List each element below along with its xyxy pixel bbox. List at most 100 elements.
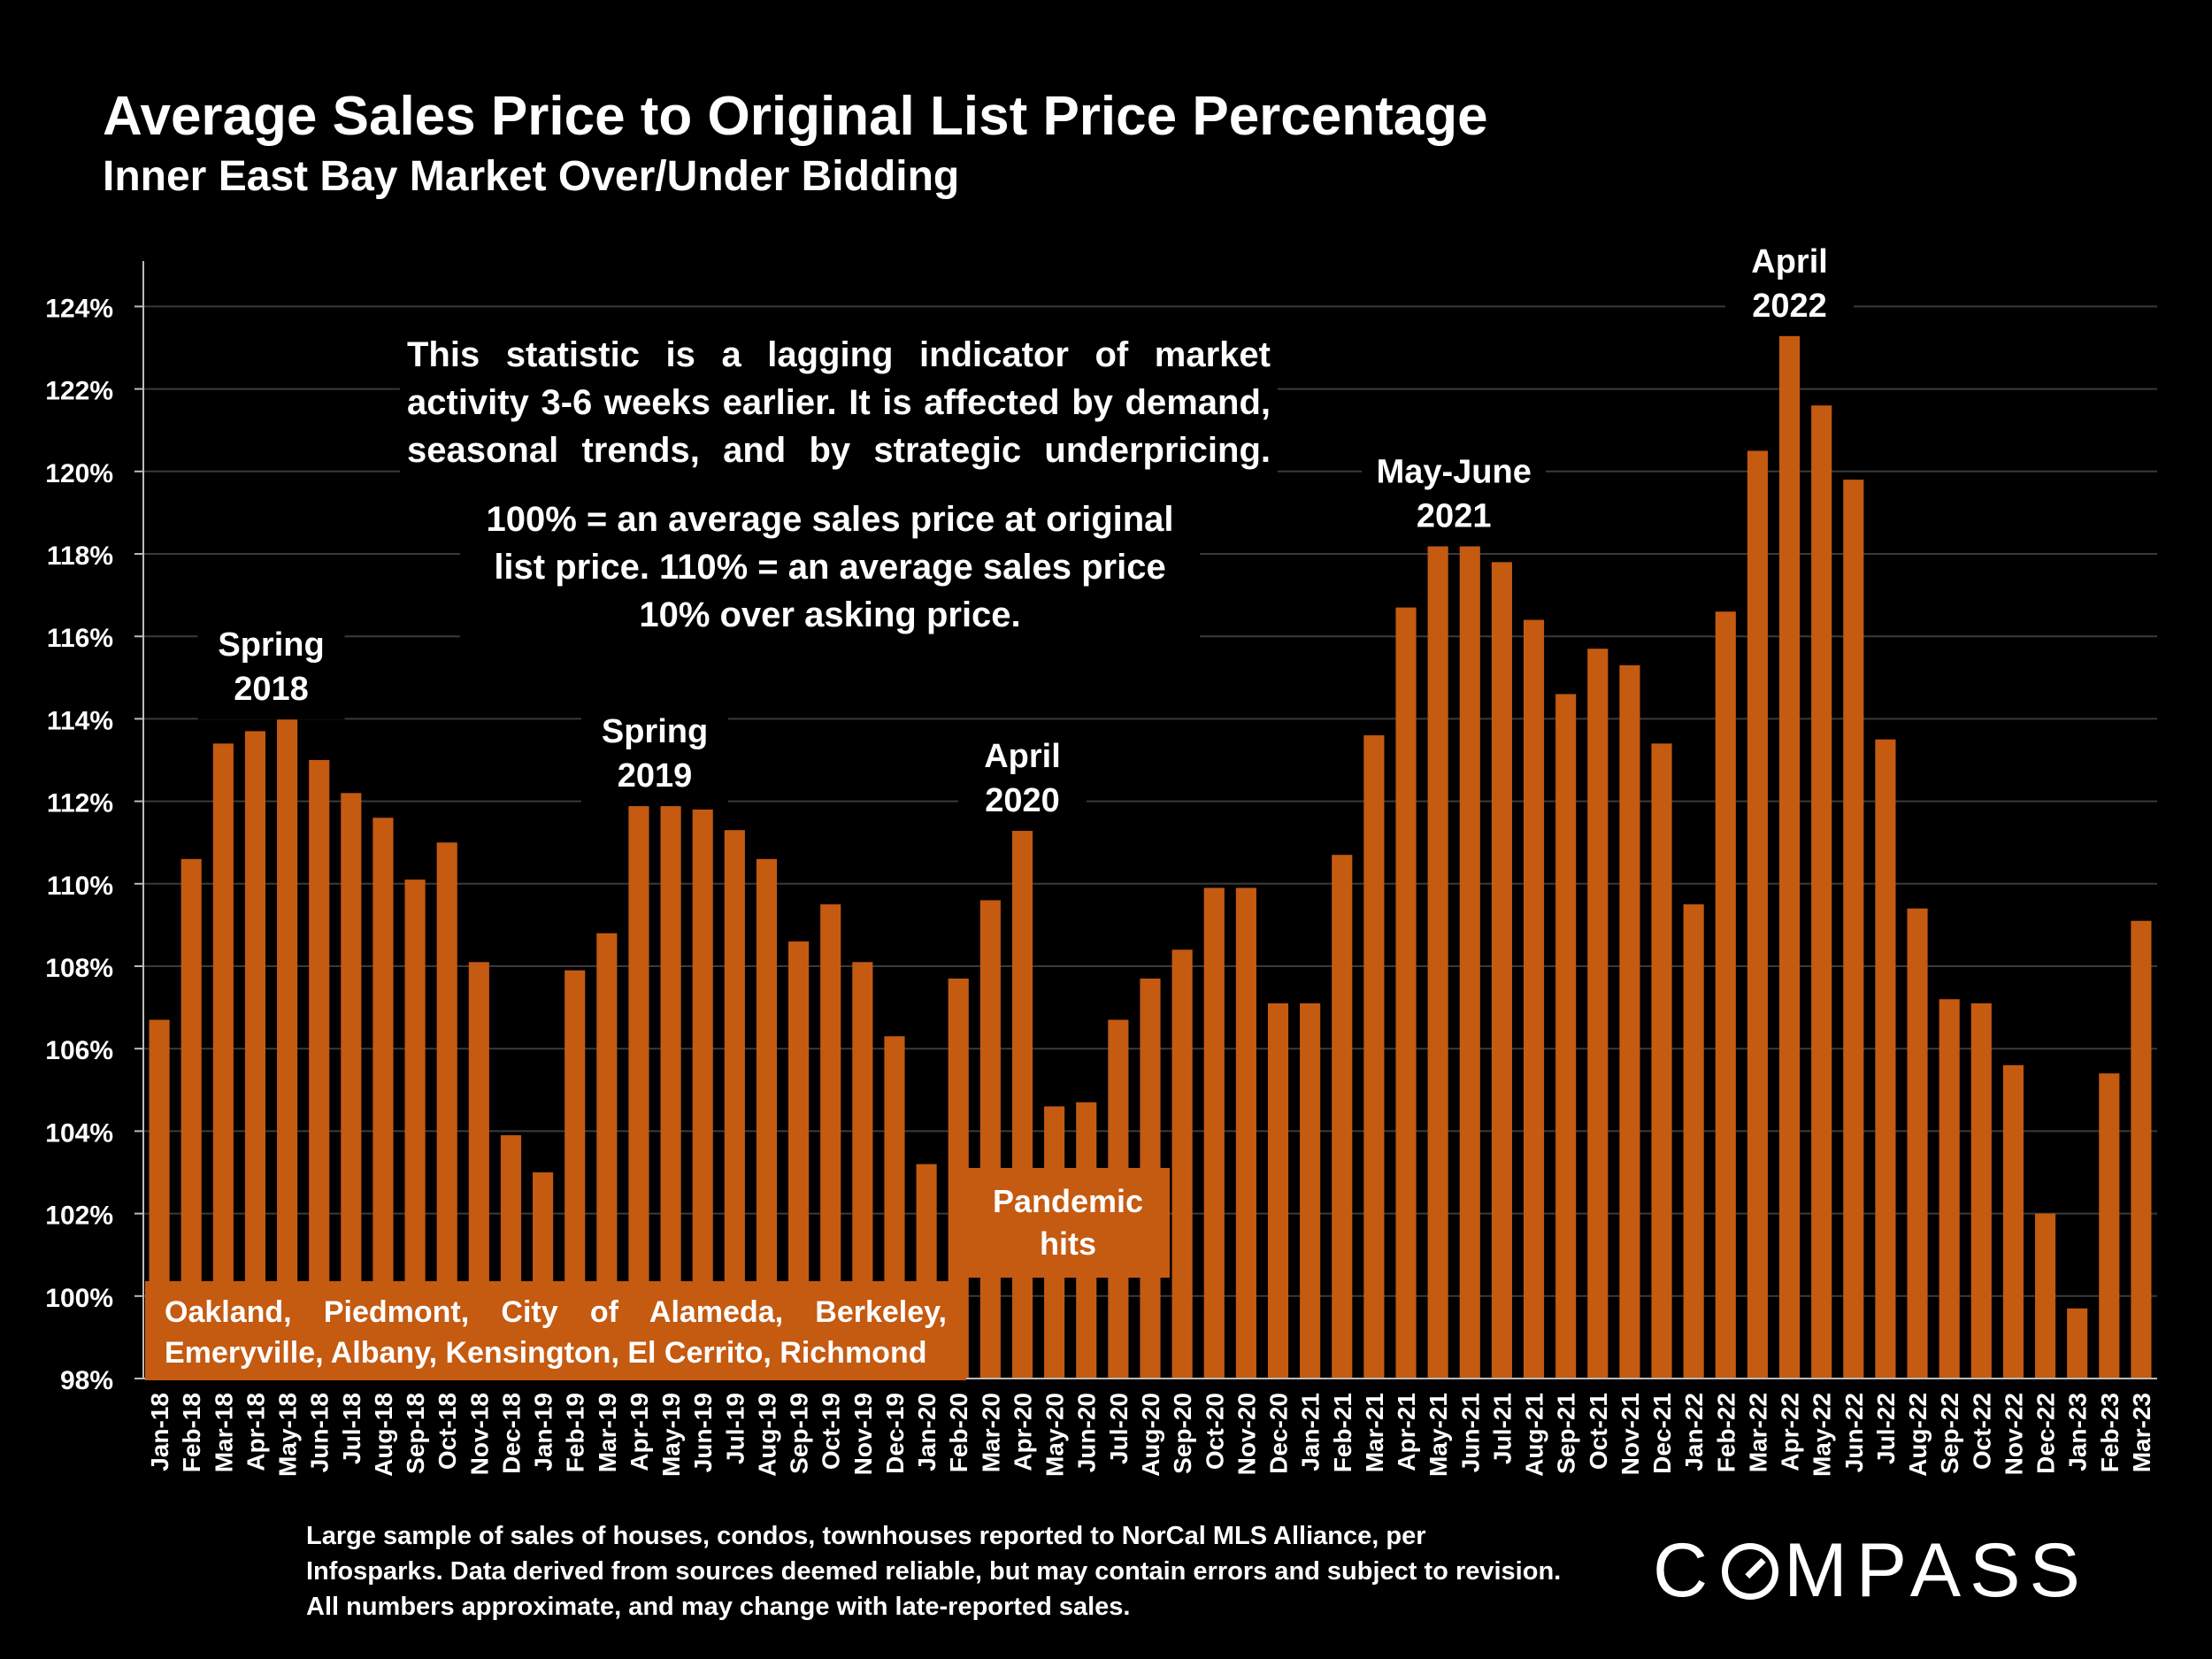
y-tick-label: 116%	[47, 624, 113, 653]
bar	[1332, 855, 1353, 1379]
y-tick-label: 108%	[45, 954, 113, 983]
x-tick-label: Nov-22	[2000, 1393, 2027, 1475]
lagging-indicator-note: This statistic is a lagging indicator of…	[400, 327, 1278, 478]
chart-subtitle: Inner East Bay Market Over/Under Bidding	[103, 153, 960, 200]
x-tick-label: Oct-18	[434, 1393, 461, 1470]
y-tick-label: 112%	[47, 789, 113, 818]
annotation-background	[957, 728, 1087, 832]
x-tick-label: Sep-22	[1936, 1393, 1963, 1474]
annotation-label: May-June	[1377, 454, 1532, 491]
bar	[1778, 326, 1801, 1379]
bar	[1267, 1002, 1289, 1379]
x-tick-label: Jun-22	[1840, 1393, 1868, 1472]
x-tick-label: May-21	[1425, 1393, 1452, 1477]
annotation-label: 2019	[618, 757, 693, 795]
bar	[756, 858, 778, 1379]
x-tick-label: Oct-22	[1968, 1393, 1995, 1470]
bar	[1523, 619, 1545, 1379]
bar	[1939, 999, 1960, 1379]
y-tick-label: 104%	[45, 1118, 113, 1148]
x-tick-label: Oct-21	[1585, 1393, 1612, 1470]
bar	[1171, 949, 1193, 1379]
x-tick-label: Jan-22	[1680, 1393, 1708, 1471]
bar	[1811, 405, 1832, 1379]
y-tick-label: 120%	[45, 459, 113, 488]
x-tick-labels: Jan-18 Feb-18 Mar-18 Apr-18 May-18 Jun-18 Jul-…	[146, 1393, 2155, 1477]
y-tick-labels: 98% 100% 102% 104% 106% 108% 110% 112% 114% 116% 1…	[45, 294, 113, 1395]
x-tick-label: Aug-20	[1137, 1393, 1164, 1477]
x-tick-label: Oct-19	[818, 1393, 845, 1470]
annotation-label: Spring	[602, 713, 708, 750]
source-footnote: Large sample of sales of houses, condos,…	[306, 1522, 1562, 1621]
annotation-label: Spring	[218, 626, 324, 664]
logo-text-end: MPASS	[1784, 1528, 2089, 1613]
y-tick-label: 114%	[47, 706, 113, 735]
x-tick-label: Nov-19	[849, 1393, 877, 1475]
x-tick-label: Sep-21	[1553, 1393, 1580, 1474]
bar	[1683, 904, 1704, 1379]
cities-line-1: Oakland, Piedmont, City of Alameda, Berk…	[165, 1295, 947, 1329]
x-tick-label: Dec-21	[1648, 1393, 1676, 1474]
bar	[788, 941, 810, 1379]
annotation-background	[1362, 443, 1547, 547]
x-tick-label: Jun-21	[1456, 1393, 1484, 1472]
logo-text-start: C	[1653, 1528, 1717, 1613]
bar	[1843, 480, 1864, 1379]
bar	[1907, 908, 1928, 1379]
x-tick-label: Nov-20	[1233, 1393, 1260, 1475]
bar	[309, 760, 330, 1379]
x-tick-label: Aug-22	[1904, 1393, 1932, 1477]
x-tick-label: Jun-18	[306, 1393, 334, 1472]
bar	[2131, 920, 2152, 1379]
x-tick-label: Sep-19	[786, 1393, 813, 1474]
bar	[1619, 664, 1640, 1379]
x-tick-label: Apr-22	[1777, 1393, 1804, 1471]
bar	[1747, 450, 1768, 1379]
x-tick-label: Jul-22	[1872, 1393, 1900, 1464]
bar	[2067, 1308, 2088, 1379]
y-tick-label: 118%	[47, 541, 113, 571]
pandemic-hits-text: Pandemic hits	[992, 1183, 1144, 1262]
cities-label: Oakland, Piedmont, City of Alameda, Berk…	[145, 1281, 966, 1380]
bar	[1300, 1002, 1321, 1379]
bar	[1651, 743, 1672, 1379]
bar	[2002, 1064, 2024, 1379]
annotation-label: 2020	[985, 782, 1060, 819]
x-tick-label: Mar-20	[977, 1393, 1004, 1472]
percentage-definition-note: 100% = an average sales price at origina…	[460, 492, 1200, 642]
x-tick-label: Jul-19	[721, 1393, 749, 1464]
x-tick-label: Aug-19	[753, 1393, 780, 1477]
bar	[565, 970, 586, 1379]
compass-o-icon	[1722, 1542, 1779, 1600]
annotation-label: 2018	[234, 671, 309, 708]
bar	[1363, 735, 1385, 1379]
x-tick-label: Jan-23	[2064, 1393, 2092, 1471]
bar	[180, 858, 202, 1379]
x-tick-label: Nov-21	[1617, 1393, 1644, 1475]
bar	[1235, 887, 1256, 1379]
x-tick-label: Mar-23	[2128, 1393, 2155, 1472]
bar	[628, 805, 649, 1379]
bar	[1587, 649, 1609, 1379]
bar	[2099, 1073, 2120, 1379]
x-tick-label: Sep-20	[1169, 1393, 1196, 1474]
annotation-label: 2021	[1417, 498, 1492, 535]
x-tick-label: Jan-19	[530, 1393, 557, 1471]
bar	[596, 933, 618, 1379]
annotation-background	[197, 617, 345, 720]
bar	[1459, 537, 1480, 1379]
bar	[1011, 826, 1033, 1379]
x-tick-label: Apr-21	[1393, 1393, 1420, 1471]
bar	[1395, 607, 1417, 1379]
bar	[373, 818, 394, 1379]
x-tick-label: Jun-19	[689, 1393, 717, 1472]
x-tick-label: Aug-21	[1521, 1393, 1548, 1477]
x-tick-label: Dec-22	[2032, 1393, 2060, 1474]
x-tick-label: Oct-20	[1201, 1393, 1228, 1470]
bar	[724, 830, 745, 1379]
bar	[1203, 887, 1225, 1379]
bar	[1715, 611, 1736, 1379]
x-tick-label: Feb-22	[1712, 1393, 1740, 1472]
x-tick-label: Dec-20	[1265, 1393, 1293, 1474]
